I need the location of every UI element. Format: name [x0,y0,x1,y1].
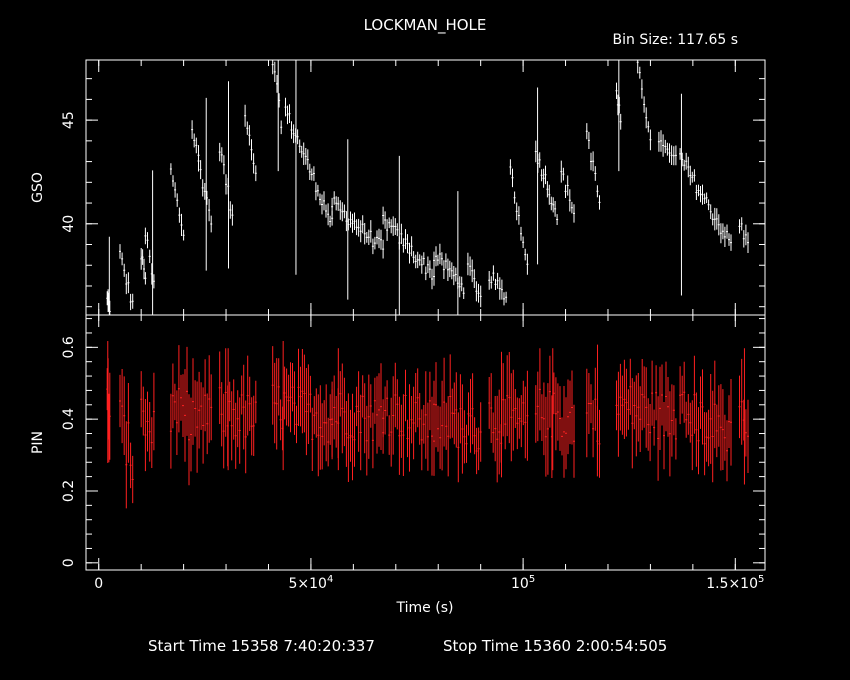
y-tick-label: 0.6 [61,336,77,358]
data-segment [106,289,111,315]
data-segment [679,148,732,251]
data-segment [534,140,559,225]
y-axis-label: GSO [30,172,46,203]
data-segment [585,367,601,478]
data-segment [331,363,385,482]
data-segment [382,206,435,290]
data-segment [140,248,147,285]
x-tick-label: 105 [511,574,535,592]
data-segment [738,358,749,473]
chart-title: LOCKMAN_HOLE [364,16,487,35]
data-segment [382,362,435,476]
data-segment [144,227,155,289]
data-segment [433,243,465,299]
data-segment [119,244,134,311]
y-tick-label: 0 [61,558,77,567]
y-tick-label: 40 [61,215,77,233]
data-segment [738,217,749,253]
data-segment [169,345,213,486]
data-segment [488,352,529,483]
bin-size-label: Bin Size: 117.65 s [613,32,738,48]
data-segment [585,123,601,210]
x-axis-label: Time (s) [396,600,454,616]
data-segment [284,97,334,228]
data-segment [657,130,677,166]
y-tick-label: 0.2 [61,480,77,502]
panel-gso: 40 45 GSO [30,59,766,316]
panel-frame [85,314,766,571]
x-tick-label: 0 [94,576,103,592]
x-tick-label: 1.5×105 [706,574,764,592]
data-segment [197,150,213,233]
data-segment [433,354,482,483]
series-pin [106,341,749,509]
data-segment [244,104,257,182]
data-segment [119,369,134,509]
data-segment [615,358,677,481]
data-segment [218,348,257,474]
data-segment [271,60,283,135]
data-segment [534,348,575,478]
panels: 40 45 GSO 0 0.2 0.4 0.6 PIN 0 5×104 105 1.5×105 [30,59,766,592]
x-tick-label: 5×104 [289,574,334,592]
series-gso [106,60,749,315]
data-segment [140,371,155,472]
start-time-label: Start Time 15358 7:40:20:337 [148,637,375,655]
data-segment [679,355,732,483]
stop-time-label: Stop Time 15360 2:00:54:505 [443,637,667,655]
data-segment [488,265,508,306]
y-axis-label: PIN [30,431,46,454]
data-segment [560,160,575,223]
panel-pin: 0 0.2 0.4 0.6 PIN 0 5×104 105 1.5×105 [30,314,766,592]
y-tick-label: 45 [61,111,77,129]
y-tick-label: 0.4 [61,408,77,430]
data-segment [218,142,234,226]
data-segment [466,252,482,308]
data-segment [169,163,185,241]
data-segment [106,358,111,463]
data-segment [271,346,334,477]
data-segment [331,191,385,259]
data-segment [509,159,529,275]
data-segment [636,60,652,151]
